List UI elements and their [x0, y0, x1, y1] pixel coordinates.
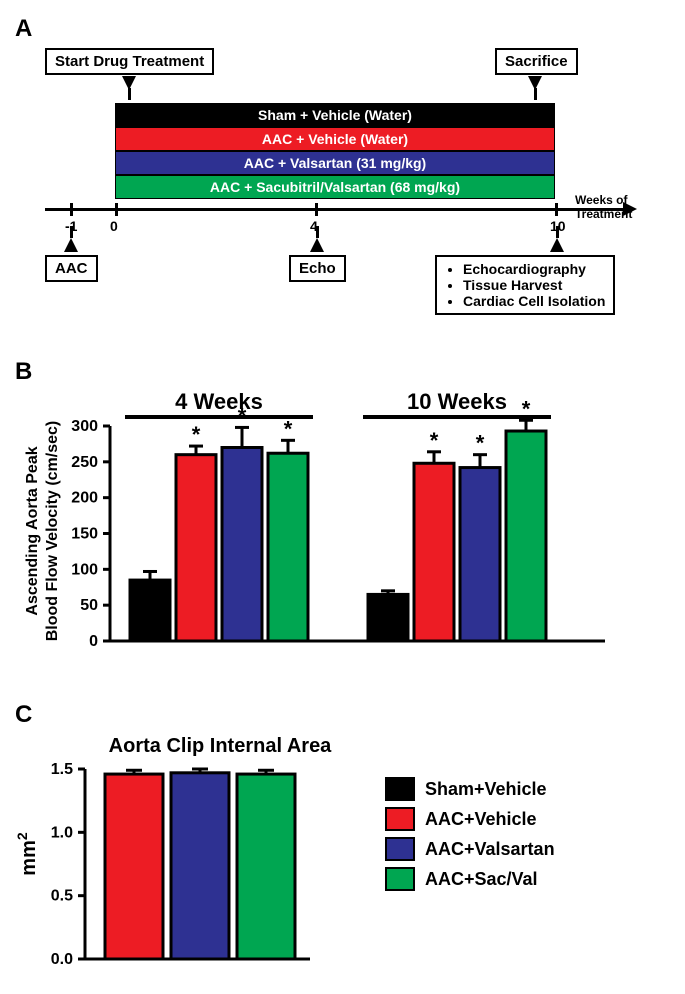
svg-text:1.0: 1.0	[51, 824, 73, 841]
svg-text:Aorta Clip Internal Area: Aorta Clip Internal Area	[109, 735, 333, 757]
treatment-bar: AAC + Sacubitril/Valsartan (68 mg/kg)	[115, 175, 555, 199]
legend-item: AAC+Valsartan	[385, 837, 555, 861]
end-label: Sacrifice	[495, 48, 578, 75]
legend-label: Sham+Vehicle	[425, 779, 547, 800]
legend-swatch	[385, 777, 415, 801]
panel-a: A Start Drug Treatment Sacrifice Sham + …	[15, 15, 670, 328]
panel-a-diagram: Start Drug Treatment Sacrifice Sham + Ve…	[15, 48, 670, 328]
svg-text:100: 100	[71, 561, 98, 578]
legend-label: AAC+Vehicle	[425, 809, 537, 830]
svg-text:*: *	[430, 428, 439, 453]
svg-text:300: 300	[71, 418, 98, 435]
panel-c: C Aorta Clip Internal Area 0.0 0.5 1.0 1.5 mm…	[15, 701, 355, 979]
legend-item: AAC+Vehicle	[385, 807, 555, 831]
arrow-down-icon	[528, 76, 542, 100]
treatment-bar: AAC + Vehicle (Water)	[115, 127, 555, 151]
treatment-bar: AAC + Valsartan (31 mg/kg)	[115, 151, 555, 175]
endpoint-box: EchocardiographyTissue HarvestCardiac Ce…	[435, 255, 615, 315]
panel-c-row: C Aorta Clip Internal Area 0.0 0.5 1.0 1.5 mm…	[15, 701, 670, 979]
legend-label: AAC+Valsartan	[425, 839, 555, 860]
svg-text:*: *	[284, 416, 293, 441]
aac-box: AAC	[45, 255, 98, 282]
bar-chart-c: Aorta Clip Internal Area 0.0 0.5 1.0 1.5 mm2	[15, 734, 355, 974]
svg-text:1.5: 1.5	[51, 761, 73, 778]
svg-text:250: 250	[71, 454, 98, 471]
treatment-bar: Sham + Vehicle (Water)	[115, 103, 555, 127]
arrow-up-icon	[64, 226, 78, 252]
legend-item: AAC+Sac/Val	[385, 867, 555, 891]
svg-text:Ascending Aorta Peak: Ascending Aorta Peak	[24, 446, 41, 615]
panel-a-label: A	[15, 15, 670, 43]
svg-text:0.0: 0.0	[51, 951, 73, 968]
svg-text:50: 50	[80, 597, 98, 614]
legend-label: AAC+Sac/Val	[425, 869, 538, 890]
axis-line	[45, 208, 625, 211]
svg-text:0.5: 0.5	[51, 888, 73, 905]
svg-text:*: *	[192, 422, 201, 447]
svg-text:*: *	[476, 431, 485, 456]
svg-text:mm2: mm2	[15, 832, 40, 876]
svg-text:200: 200	[71, 490, 98, 507]
bar-chart-b: 0 50 100 150 200 250 300 Ascending Aorta PeakBl…	[15, 391, 615, 671]
panel-b: B 0 50 100 150 200 250 300 Ascending Aorta Peak…	[15, 358, 670, 676]
axis-caption: Weeks of Treatment	[575, 193, 670, 221]
legend-swatch	[385, 807, 415, 831]
legend-swatch	[385, 837, 415, 861]
svg-text:4 Weeks: 4 Weeks	[175, 391, 263, 414]
legend-swatch	[385, 867, 415, 891]
arrow-down-icon	[122, 76, 136, 100]
svg-text:10 Weeks: 10 Weeks	[407, 391, 507, 414]
start-label: Start Drug Treatment	[45, 48, 214, 75]
legend-item: Sham+Vehicle	[385, 777, 555, 801]
arrow-up-icon	[550, 226, 564, 252]
panel-c-label: C	[15, 701, 355, 729]
svg-text:150: 150	[71, 526, 98, 543]
legend: Sham+Vehicle AAC+Vehicle AAC+Valsartan AAC+…	[385, 771, 555, 897]
panel-b-label: B	[15, 358, 670, 386]
svg-text:0: 0	[89, 633, 98, 650]
svg-text:Blood Flow Velocity (cm/sec): Blood Flow Velocity (cm/sec)	[44, 421, 61, 642]
echo-box: Echo	[289, 255, 346, 282]
arrow-up-icon	[310, 226, 324, 252]
